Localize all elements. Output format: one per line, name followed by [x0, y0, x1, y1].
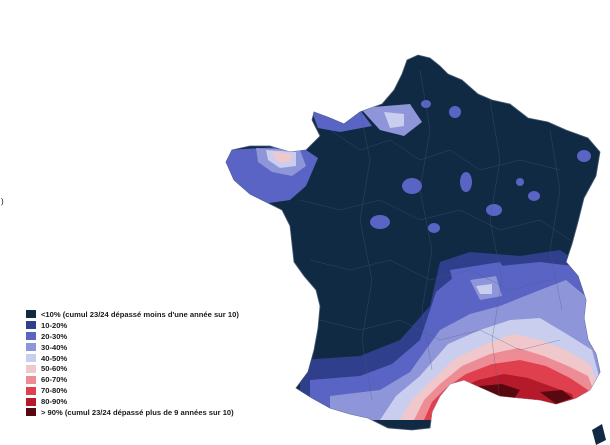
legend-label: <10% (cumul 23/24 dépassé moins d'une an…	[41, 309, 239, 319]
legend-label: 50-60%	[41, 364, 68, 374]
legend-label: 40-50%	[41, 353, 68, 363]
legend-item: > 90% (cumul 23/24 dépassé plus de 9 ann…	[26, 407, 316, 418]
legend-swatch	[26, 408, 36, 417]
legend-label: > 90% (cumul 23/24 dépassé plus de 9 ann…	[41, 407, 234, 417]
legend-item: 50-60%	[26, 363, 316, 374]
legend-swatch	[26, 354, 36, 362]
legend-swatch	[26, 375, 36, 384]
legend: <10% (cumul 23/24 dépassé moins d'une an…	[26, 309, 316, 418]
legend-item: 30-40%	[26, 342, 316, 353]
inland-patches	[370, 100, 591, 233]
island-fragment	[592, 424, 606, 445]
legend-label: 80-90%	[41, 397, 68, 407]
legend-swatch	[26, 364, 36, 373]
legend-label: 20-30%	[41, 331, 68, 341]
legend-swatch	[26, 310, 36, 319]
legend-swatch	[26, 386, 36, 395]
legend-label: 30-40%	[41, 342, 68, 352]
legend-label: 70-80%	[41, 386, 68, 396]
legend-item: <10% (cumul 23/24 dépassé moins d'une an…	[26, 309, 316, 320]
legend-label: 10-20%	[41, 320, 68, 330]
legend-item: 70-80%	[26, 385, 316, 396]
legend-item: 20-30%	[26, 331, 316, 342]
legend-label: 60-70%	[41, 375, 68, 385]
stray-mark: )	[1, 197, 4, 206]
legend-swatch	[26, 321, 36, 330]
legend-item: 10-20%	[26, 320, 316, 331]
legend-swatch	[26, 332, 36, 341]
legend-item: 40-50%	[26, 353, 316, 364]
brittany-zone	[226, 104, 422, 204]
legend-swatch	[26, 343, 36, 352]
legend-item: 60-70%	[26, 374, 316, 385]
department-boundaries	[299, 69, 571, 401]
legend-swatch	[26, 397, 36, 406]
legend-item: 80-90%	[26, 396, 316, 407]
